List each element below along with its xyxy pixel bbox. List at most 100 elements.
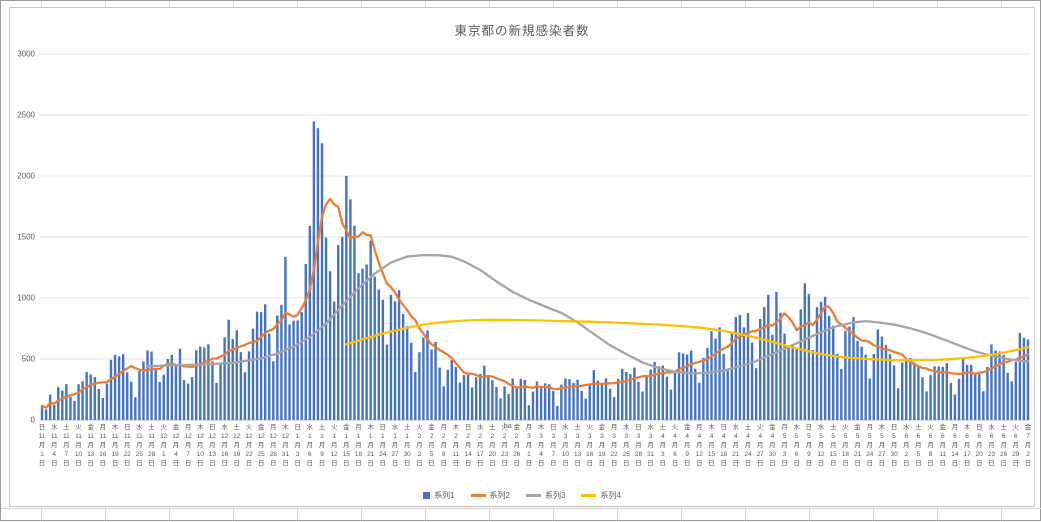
x-axis-tick-label: 水 2 月 17 日	[476, 424, 484, 467]
cell-border	[745, 1, 746, 7]
legend-item-series-4[interactable]: 系列4	[581, 490, 621, 501]
x-axis-tick-label: 火 4 月 27 日	[756, 424, 764, 467]
cell-border	[937, 508, 938, 522]
x-axis-tick-label: 水 4 月 21 日	[732, 424, 740, 467]
line-series-2[interactable]	[40, 197, 1030, 409]
cell-border	[873, 508, 874, 522]
cell-border	[617, 1, 618, 7]
cell-border	[489, 508, 490, 522]
x-axis-tick-label: 火 11 月 10 日	[74, 424, 83, 467]
legend-label: 系列3	[545, 491, 566, 500]
x-axis-tick-label: 金 6 月 11 日	[939, 424, 947, 467]
x-axis-tick-label: 土 5 月 15 日	[829, 424, 837, 467]
cell-border	[937, 1, 938, 7]
x-axis-tick-label: 木 5 月 27 日	[878, 424, 886, 467]
bars-series-1[interactable]	[40, 121, 1030, 421]
cell-border	[1001, 1, 1002, 7]
cell-border	[681, 1, 682, 7]
chart-canvas[interactable]: 東京都の新規感染者数 0 500 1000 1500 2000 2500 3000 日 11 月…	[9, 7, 1035, 507]
x-axis-tick-label: 土 1 月 30 日	[403, 424, 411, 467]
x-axis-tick-label: 月 3 月 22 日	[610, 424, 618, 467]
x-axis-tick-label: 月 12 月 28 日	[269, 424, 277, 467]
y-axis-tick: 2500	[17, 111, 35, 120]
y-axis-tick: 1000	[17, 294, 35, 303]
x-axis-tick-label: 水 11 月 4 日	[50, 424, 58, 467]
x-axis-tick-label: 金 11 月 13 日	[87, 424, 95, 467]
y-axis-tick: 1500	[17, 233, 35, 242]
y-axis-tick-labels: 0 500 1000 1500 2000 2500 3000	[17, 50, 35, 425]
x-axis-tick-label: 火 1 月 12 日	[330, 424, 338, 467]
x-axis-tick-label: 火 3 月 16 日	[586, 424, 594, 467]
x-axis-tick-label: 月 4 月 12 日	[695, 424, 703, 467]
cell-border	[169, 1, 170, 7]
x-axis-tick-label: 月 12 月 7 日	[184, 424, 192, 467]
cell-border	[297, 508, 298, 522]
y-axis-tick: 0	[31, 416, 36, 425]
legend-item-series-1[interactable]: 系列1	[423, 490, 455, 501]
x-axis-tick-label: 月 6 月 14 日	[951, 424, 959, 467]
legend-item-series-2[interactable]: 系列2	[470, 490, 510, 501]
legend-line-swatch	[470, 494, 486, 497]
legend-item-series-3[interactable]: 系列3	[526, 490, 565, 501]
cell-border	[745, 508, 746, 522]
cell-border	[553, 508, 554, 522]
x-axis-tick-label: 土 3 月 13 日	[573, 424, 582, 467]
cell-border	[169, 508, 170, 522]
x-axis-tick-label: 水 12 月 16 日	[220, 424, 229, 467]
x-axis-tick-label: 水 1 月 27 日	[391, 424, 399, 467]
x-axis-tick-label: 木 3 月 25 日	[622, 424, 630, 467]
legend-line-swatch	[581, 494, 597, 497]
x-axis-tick-label: 水 3 月 10 日	[561, 424, 569, 467]
x-axis-tick-label: 月 5 月 24 日	[866, 424, 874, 467]
x-axis-tick-label: 日 2 月 14 日	[464, 424, 472, 467]
cell-border	[809, 1, 810, 7]
chart-legend: 系列1 系列2 系列3 系列4	[10, 490, 1034, 501]
cell-border	[425, 1, 426, 7]
x-axis-tick-label: 水 6 月 23 日	[987, 424, 996, 467]
x-axis-tick-label: 月 11 月 16 日	[99, 424, 107, 467]
x-axis-tick-label: 水 11 月 25 日	[135, 424, 143, 467]
y-axis-tick: 2000	[17, 172, 35, 181]
x-axis-tick-label: 土 6 月 26 日	[999, 424, 1008, 467]
x-axis-tick-label: 木 2 月 11 日	[452, 424, 460, 467]
x-axis-tick-label: 金 12 月 25 日	[257, 424, 265, 467]
x-axis-tick-label: 金 4 月 30 日	[768, 424, 776, 467]
x-axis-tick-label: 日 6 月 20 日	[975, 424, 983, 467]
cell-border	[41, 1, 42, 7]
cell-border	[233, 1, 234, 7]
y-axis-tick: 500	[22, 355, 36, 364]
x-axis-tick-label: 木 12 月 31 日	[281, 424, 290, 467]
line-series-4[interactable]	[345, 318, 1030, 362]
x-axis-tick-label: 金 1 月 15 日	[342, 424, 350, 467]
cell-border	[1001, 508, 1002, 522]
x-axis-tick-label: 土 12 月 19 日	[233, 424, 241, 467]
x-axis-tick-label: 水 5 月 12 日	[817, 424, 825, 467]
cell-border	[617, 508, 618, 522]
cell-border	[105, 508, 106, 522]
x-axis-tick-label: 火 12 月 22 日	[245, 424, 253, 467]
x-axis-tick-label: 木 12 月 10 日	[196, 424, 204, 467]
x-axis-tick-label: 火 5 月 18 日	[841, 424, 849, 467]
line-series-3[interactable]	[146, 253, 1030, 375]
cell-border	[553, 1, 554, 7]
x-axis-tick-label: 日 12 月 13 日	[208, 424, 216, 467]
x-axis-tick-label: 金 12 月 4 日	[172, 424, 180, 467]
x-axis-tick-label: 土 11 月 7 日	[63, 424, 70, 467]
y-axis-tick: 3000	[17, 50, 35, 59]
x-axis-tick-label: 水 3 月 31 日	[646, 424, 655, 467]
x-axis-tick-label: 月 1 月 18 日	[354, 424, 363, 467]
cell-border	[105, 1, 106, 7]
